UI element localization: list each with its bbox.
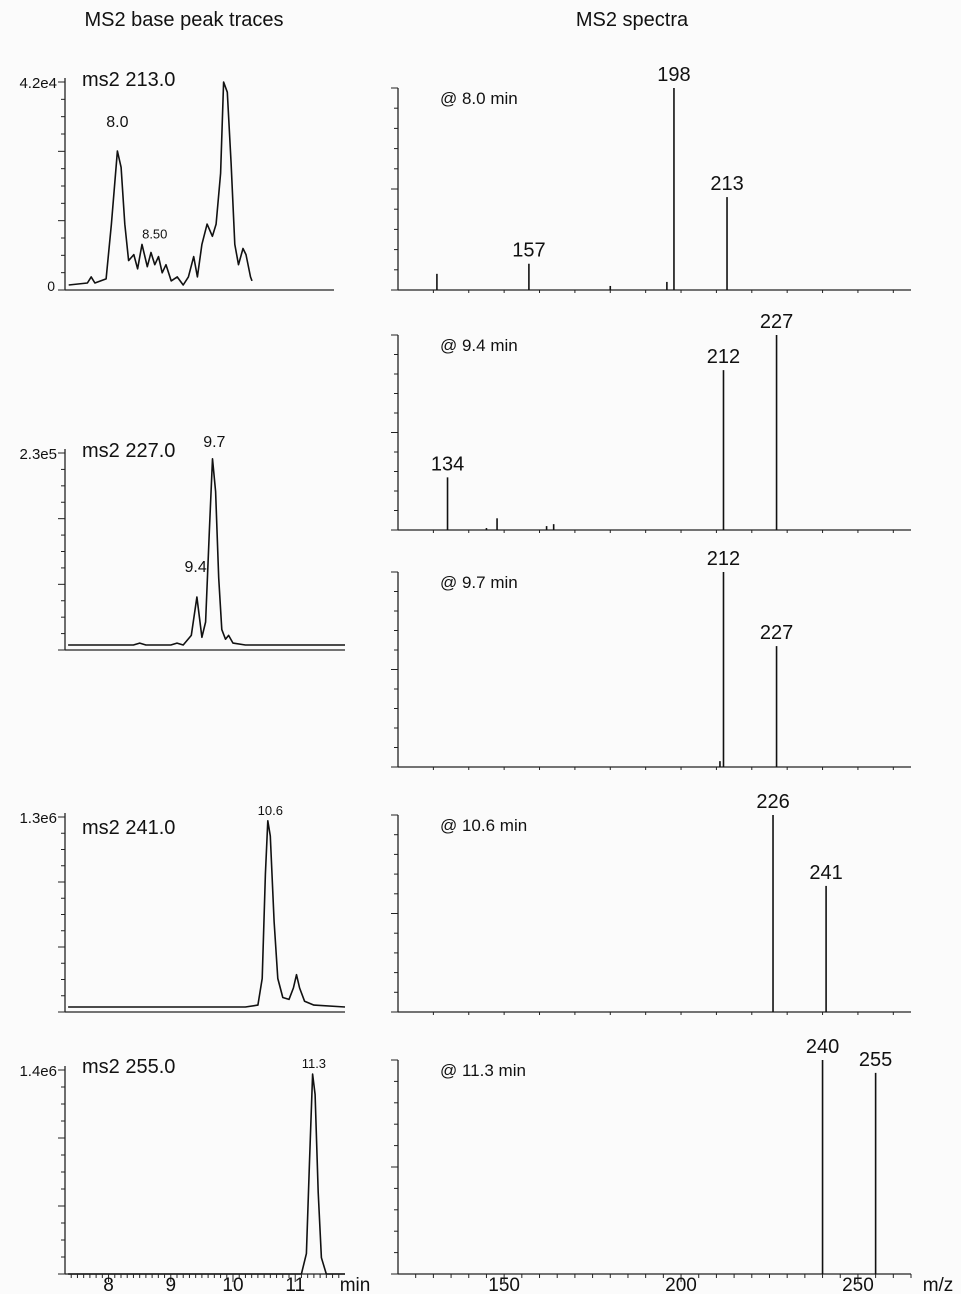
trace-label: ms2 227.0 xyxy=(82,440,175,462)
spectrum-panel-3: @ 9.7 min 212 227 xyxy=(391,548,911,770)
mz-tick-label: 150 xyxy=(488,1275,520,1294)
trace-panel-2: 2.3e5 ms2 227.0 9.7 9.4 xyxy=(19,434,345,651)
peak-label: 11.3 xyxy=(302,1056,326,1071)
peak-label: 227 xyxy=(760,622,793,644)
peak-label: 212 xyxy=(707,548,740,570)
base-peak-traces: 4.2e4 ms2 213.0 0 8.0 8.50 2.3e5 ms2 227.0 9.7 9… xyxy=(19,69,346,1275)
trace-panel-4: 1.4e6 ms2 255.0 11.3 xyxy=(19,1056,345,1275)
spectrum-panel-1: @ 8.0 min 157 198 213 xyxy=(391,64,911,293)
mz-axis-unit: m/z xyxy=(923,1275,954,1294)
peak-label: 9.4 xyxy=(185,559,207,576)
y-max-label: 1.3e6 xyxy=(19,810,57,827)
peak-label: 213 xyxy=(710,173,743,195)
y-max-label: 1.4e6 xyxy=(19,1063,57,1080)
time-tick-label: 8 xyxy=(103,1275,114,1294)
spectrum-panel-4: @ 10.6 min 226 241 xyxy=(391,791,911,1015)
peak-label: 227 xyxy=(760,311,793,333)
trace-label: ms2 241.0 xyxy=(82,817,175,839)
trace-panel-1: 4.2e4 ms2 213.0 0 8.0 8.50 xyxy=(19,69,334,294)
trace-label: ms2 255.0 xyxy=(82,1056,175,1078)
y-max-label: 2.3e5 xyxy=(19,446,57,463)
peak-label: 212 xyxy=(707,346,740,368)
trace-line xyxy=(68,458,345,646)
trace-line xyxy=(68,1073,345,1275)
time-axis-unit: min xyxy=(340,1275,371,1294)
trace-line xyxy=(68,81,253,286)
y-max-label: 4.2e4 xyxy=(19,75,57,92)
peak-label: 255 xyxy=(859,1049,892,1071)
peak-label: 157 xyxy=(512,240,545,262)
mz-tick-label: 250 xyxy=(842,1275,874,1294)
trace-panel-3: 1.3e6 ms2 241.0 10.6 xyxy=(19,803,346,1013)
peak-label: 134 xyxy=(431,453,464,475)
trace-line xyxy=(68,820,346,1008)
spectrum-panel-5: @ 11.3 min 240 255 xyxy=(391,1036,911,1275)
peak-label: 241 xyxy=(809,862,842,884)
mz-tick-label: 200 xyxy=(665,1275,697,1294)
time-tick-label: 10 xyxy=(222,1275,243,1294)
peak-label: 198 xyxy=(657,64,690,86)
time-tick-label: 11 xyxy=(285,1275,305,1294)
right-column-title: MS2 spectra xyxy=(576,9,689,31)
spectrum-label: @ 10.6 min xyxy=(440,816,527,835)
left-column-title: MS2 base peak traces xyxy=(85,9,284,31)
peak-label: 8.0 xyxy=(106,114,128,131)
spectrum-label: @ 11.3 min xyxy=(440,1061,526,1080)
spectrum-label: @ 8.0 min xyxy=(440,89,518,108)
trace-label: ms2 213.0 xyxy=(82,69,175,91)
spectrum-label: @ 9.4 min xyxy=(440,336,518,355)
spectrum-label: @ 9.7 min xyxy=(440,573,518,592)
y-zero-label: 0 xyxy=(47,278,55,294)
peak-label: 9.7 xyxy=(203,434,225,451)
peak-label: 240 xyxy=(806,1036,839,1058)
spectrum-panel-2: @ 9.4 min 134 212 227 xyxy=(391,311,911,533)
peak-label: 226 xyxy=(756,791,789,813)
peak-label: 8.50 xyxy=(142,226,167,241)
peak-label: 10.6 xyxy=(258,803,283,818)
time-tick-label: 9 xyxy=(165,1275,176,1294)
bottom-axes: 8 9 10 11 min 150 200 250 m/z xyxy=(70,1274,954,1294)
